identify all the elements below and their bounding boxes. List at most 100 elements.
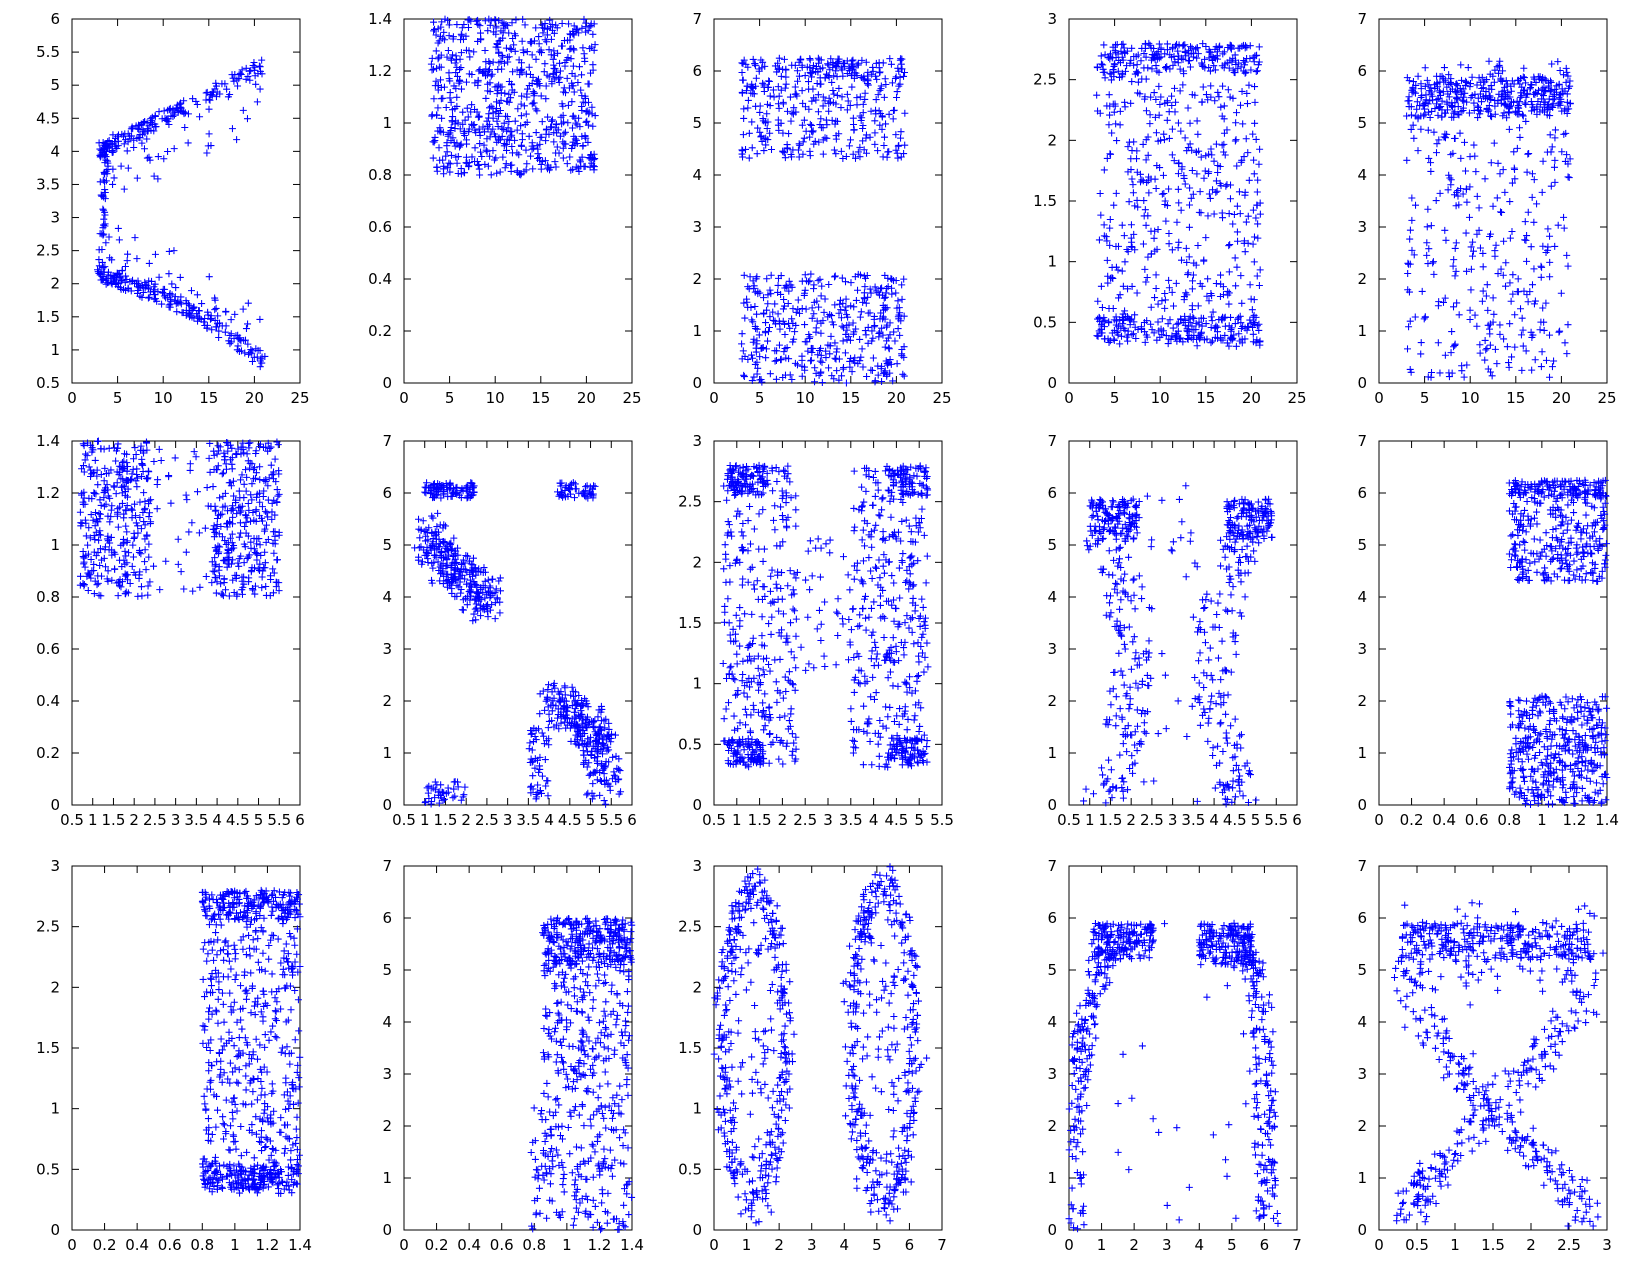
data-point (1496, 208, 1504, 216)
data-point (538, 118, 546, 126)
data-point (1251, 98, 1259, 106)
data-point (831, 301, 839, 309)
data-point (432, 31, 440, 39)
data-point (513, 149, 521, 157)
data-point (453, 159, 461, 167)
data-point (753, 150, 761, 158)
data-point (549, 70, 557, 78)
data-point (1455, 311, 1463, 319)
data-point (837, 104, 845, 112)
data-point (476, 140, 484, 148)
data-point (1095, 236, 1103, 244)
data-point (518, 130, 526, 138)
data-point (442, 104, 450, 112)
data-point (528, 145, 536, 153)
data-point (519, 15, 527, 23)
data-point (160, 292, 168, 300)
data-point (1160, 136, 1168, 144)
data-point (1426, 113, 1434, 121)
data-point (204, 311, 212, 319)
data-point (1134, 78, 1142, 86)
y-tick-label: 0 (1047, 374, 1057, 392)
data-point (244, 340, 252, 348)
data-point (885, 345, 893, 353)
data-point (1464, 64, 1472, 72)
data-point (155, 273, 163, 281)
data-point (192, 453, 200, 461)
data-point (1188, 302, 1196, 310)
data-point (511, 117, 519, 125)
data-point (1494, 159, 1502, 167)
data-point (1511, 343, 1519, 351)
data-point (1218, 141, 1226, 149)
data-point (578, 71, 586, 79)
data-point (1433, 140, 1441, 148)
data-point (1185, 223, 1193, 231)
data-point (444, 47, 452, 55)
data-point (581, 57, 589, 65)
plot-frame (403, 18, 633, 384)
data-point (216, 494, 224, 502)
data-point (434, 127, 442, 135)
data-point (267, 461, 275, 469)
data-point (539, 24, 547, 32)
data-point (1177, 206, 1185, 214)
data-point (474, 161, 482, 169)
y-tick-label: 2 (692, 270, 702, 288)
data-point (507, 94, 515, 102)
data-point (464, 113, 472, 121)
y-tick-label: 6 (1357, 62, 1367, 80)
data-point (1155, 82, 1163, 90)
data-point (1473, 322, 1481, 330)
data-point (1507, 297, 1515, 305)
data-point (206, 96, 214, 104)
data-point (227, 316, 235, 324)
data-point (823, 134, 831, 142)
data-point (1486, 325, 1494, 333)
data-point (796, 141, 804, 149)
data-point (184, 139, 192, 147)
data-point (268, 499, 276, 507)
data-point (99, 205, 107, 213)
data-point (1165, 229, 1173, 237)
data-point (1233, 162, 1241, 170)
data-point (536, 140, 544, 148)
data-point (589, 30, 597, 38)
data-point (1197, 153, 1205, 161)
data-point (538, 21, 546, 29)
data-point (1476, 349, 1484, 357)
data-point (1490, 78, 1498, 86)
data-point (100, 193, 108, 201)
data-point (1250, 170, 1258, 178)
data-point (111, 565, 119, 573)
data-point (128, 123, 136, 131)
data-point (1421, 313, 1429, 321)
data-point (446, 480, 454, 488)
data-point (833, 91, 841, 99)
data-point (867, 366, 875, 374)
data-point (112, 457, 120, 465)
data-point (840, 364, 848, 372)
data-point (190, 314, 198, 322)
data-point (459, 108, 467, 116)
data-point (173, 101, 181, 109)
x-tick-label: 1.5 (434, 811, 458, 829)
data-point (527, 152, 535, 160)
data-point (1194, 130, 1202, 138)
data-point (1205, 190, 1213, 198)
data-point (447, 98, 455, 106)
y-tick-label: 4 (692, 166, 702, 184)
data-point (209, 483, 217, 491)
x-tick-label: 5 (254, 811, 264, 829)
data-point (1154, 318, 1162, 326)
data-point (888, 290, 896, 298)
data-point (429, 154, 437, 162)
data-point (478, 153, 486, 161)
x-tick-label: 10 (154, 389, 173, 407)
data-point (503, 97, 511, 105)
data-point (431, 137, 439, 145)
data-point (476, 171, 484, 179)
y-tick-label: 2.5 (1033, 71, 1057, 89)
data-point (1193, 117, 1201, 125)
data-point (114, 280, 122, 288)
